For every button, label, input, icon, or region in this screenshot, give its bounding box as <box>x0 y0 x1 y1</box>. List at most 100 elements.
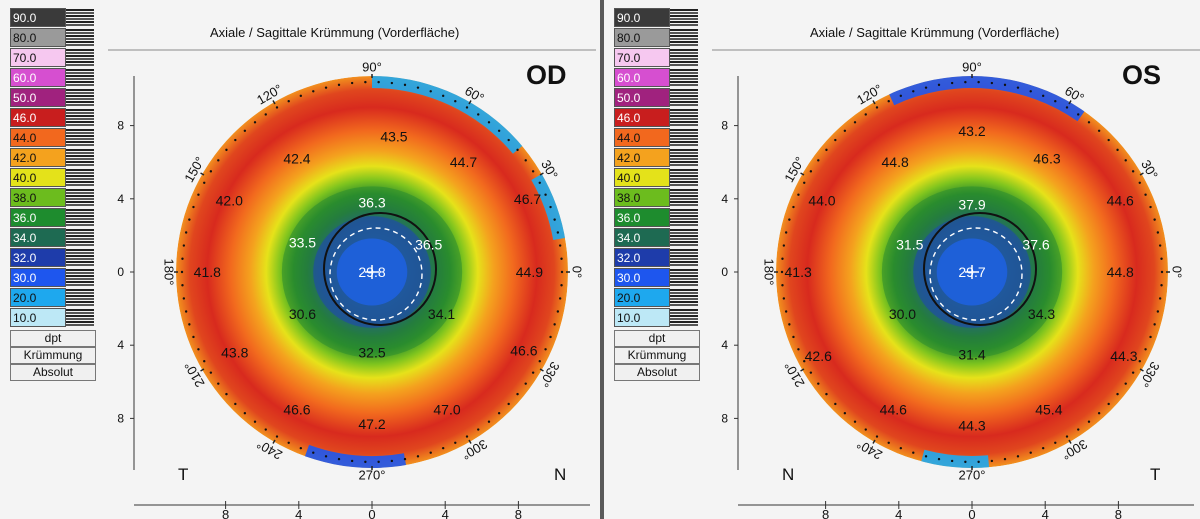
scale-swatch: 70.0 <box>10 48 66 67</box>
scale-ticks <box>670 8 698 27</box>
left-orientation-label: N <box>782 465 795 484</box>
y-axis-label: 8 <box>721 411 728 425</box>
x-axis-label: 8 <box>822 507 829 519</box>
mode-label: Krümmung <box>614 347 700 364</box>
y-axis-label: 4 <box>117 192 124 206</box>
scale-ticks <box>670 88 698 107</box>
limbus-dots <box>780 80 1164 464</box>
scale-swatch: 10.0 <box>614 308 670 327</box>
angle-tick <box>1068 100 1072 105</box>
angle-tick <box>800 172 805 176</box>
scale-swatch: 34.0 <box>614 228 670 247</box>
curvature-value: 42.4 <box>283 151 310 167</box>
scale-ticks <box>670 148 698 167</box>
scale-ticks <box>66 48 94 67</box>
curvature-value: 29.7 <box>958 264 985 280</box>
x-axis-label: 0 <box>368 507 375 519</box>
curvature-value: 31.4 <box>958 346 985 362</box>
scale-ticks <box>670 48 698 67</box>
angle-tick <box>539 172 544 176</box>
x-axis-label: 4 <box>1042 507 1049 519</box>
scale-swatch: 34.0 <box>10 228 66 247</box>
y-axis-label: 4 <box>117 338 124 352</box>
pupil-reference <box>929 227 1023 321</box>
scale-ticks <box>670 28 698 47</box>
scale-ticks <box>670 128 698 147</box>
scale-swatch: 20.0 <box>614 288 670 307</box>
scale-ticks <box>66 88 94 107</box>
curvature-value: 33.5 <box>289 235 316 251</box>
angle-tick <box>872 100 876 105</box>
dpt-label: dpt <box>614 330 700 347</box>
curvature-value: 34.1 <box>428 306 455 322</box>
scale-ticks <box>670 208 698 227</box>
left-orientation-label: T <box>178 465 189 484</box>
scale-swatch: 70.0 <box>614 48 670 67</box>
right-orientation-label: T <box>1150 465 1161 484</box>
scale-ticks <box>670 308 698 327</box>
scale-ticks <box>670 268 698 287</box>
curvature-value: 37.9 <box>958 196 985 212</box>
curvature-value: 46.7 <box>514 191 541 207</box>
scale-ticks <box>670 228 698 247</box>
angle-tick <box>539 368 544 372</box>
type-label: Absolut <box>10 364 96 381</box>
angle-tick <box>872 439 876 444</box>
scale-swatch: 80.0 <box>614 28 670 47</box>
curvature-value: 29.8 <box>358 264 385 280</box>
angle-label: 90° <box>362 59 382 74</box>
x-axis-label: 4 <box>442 507 449 519</box>
curvature-value: 36.5 <box>415 237 442 253</box>
os-map-panel: 8 4 0 4 8 8 4 0 4 8 90° 60° 30° 0° 330° 300° 270° 240° 210… <box>604 0 1200 519</box>
scale-swatch: 80.0 <box>10 28 66 47</box>
scale-ticks <box>670 288 698 307</box>
x-axis-label: 8 <box>222 507 229 519</box>
scale-ticks <box>670 188 698 207</box>
curvature-value: 45.4 <box>1035 401 1062 417</box>
y-axis-label: 4 <box>721 338 728 352</box>
type-label: Absolut <box>614 364 700 381</box>
curvature-value: 44.6 <box>880 401 907 417</box>
curvature-value: 46.6 <box>283 401 310 417</box>
angle-tick <box>800 368 805 372</box>
curvature-value: 37.6 <box>1022 237 1049 253</box>
eye-label: OD <box>526 60 567 90</box>
scale-ticks <box>66 148 94 167</box>
y-axis-label: 8 <box>721 119 728 133</box>
curvature-value: 43.2 <box>958 123 985 139</box>
scale-swatch: 46.0 <box>10 108 66 127</box>
dpt-label: dpt <box>10 330 96 347</box>
curvature-value: 44.8 <box>1107 264 1134 280</box>
curvature-value: 30.0 <box>889 306 916 322</box>
curvature-value: 47.2 <box>358 416 385 432</box>
scale-ticks <box>670 248 698 267</box>
curvature-value: 44.8 <box>882 154 909 170</box>
angle-tick <box>468 439 472 444</box>
axes: 8 4 0 4 8 8 4 0 4 8 <box>117 76 590 519</box>
curvature-value: 41.8 <box>194 264 221 280</box>
scale-swatch: 44.0 <box>614 128 670 147</box>
angle-label: 270° <box>959 467 986 482</box>
curvature-value: 34.3 <box>1028 306 1055 322</box>
curvature-value: 44.9 <box>516 264 543 280</box>
scale-ticks <box>66 28 94 47</box>
scale-swatch: 36.0 <box>614 208 670 227</box>
angle-tick <box>272 439 276 444</box>
right-orientation-label: N <box>554 465 567 484</box>
scale-swatch: 40.0 <box>614 168 670 187</box>
angle-tick <box>272 100 276 105</box>
scale-ticks <box>66 68 94 87</box>
scale-swatch: 42.0 <box>614 148 670 167</box>
map-title: Axiale / Sagittale Krümmung (Vorderfläch… <box>810 25 1060 40</box>
angle-tick <box>200 172 205 176</box>
angle-tick <box>200 368 205 372</box>
mode-label: Krümmung <box>10 347 96 364</box>
scale-swatch: 90.0 <box>10 8 66 27</box>
x-axis-label: 8 <box>1115 507 1122 519</box>
scale-ticks <box>66 228 94 247</box>
scale-ticks <box>66 108 94 127</box>
panel-divider <box>600 0 604 519</box>
scale-swatch: 42.0 <box>10 148 66 167</box>
angle-label: 0° <box>1170 266 1185 278</box>
